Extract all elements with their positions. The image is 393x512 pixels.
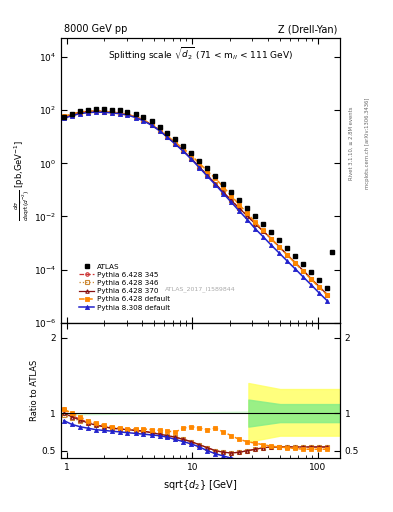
X-axis label: sqrt{$d_2$} [GeV]: sqrt{$d_2$} [GeV]: [163, 478, 238, 492]
Text: Splitting scale $\sqrt{d_2}$ (71 < m$_{ll}$ < 111 GeV): Splitting scale $\sqrt{d_2}$ (71 < m$_{l…: [108, 46, 293, 62]
Text: ATLAS_2017_I1589844: ATLAS_2017_I1589844: [165, 286, 236, 291]
Text: Rivet 3.1.10, ≥ 2.8M events: Rivet 3.1.10, ≥ 2.8M events: [349, 106, 354, 180]
Text: 8000 GeV pp: 8000 GeV pp: [64, 24, 127, 34]
Y-axis label: Ratio to ATLAS: Ratio to ATLAS: [30, 360, 39, 421]
Legend: ATLAS, Pythia 6.428 345, Pythia 6.428 346, Pythia 6.428 370, Pythia 6.428 defaul: ATLAS, Pythia 6.428 345, Pythia 6.428 34…: [76, 261, 173, 313]
Y-axis label: $\frac{d\sigma}{d\mathrm{sqrt}(\tilde{d}^{-2})}$ [pb,GeV$^{-1}$]: $\frac{d\sigma}{d\mathrm{sqrt}(\tilde{d}…: [12, 140, 31, 221]
Text: mcplots.cern.ch [arXiv:1306.3436]: mcplots.cern.ch [arXiv:1306.3436]: [365, 98, 370, 189]
Text: Z (Drell-Yan): Z (Drell-Yan): [278, 24, 337, 34]
